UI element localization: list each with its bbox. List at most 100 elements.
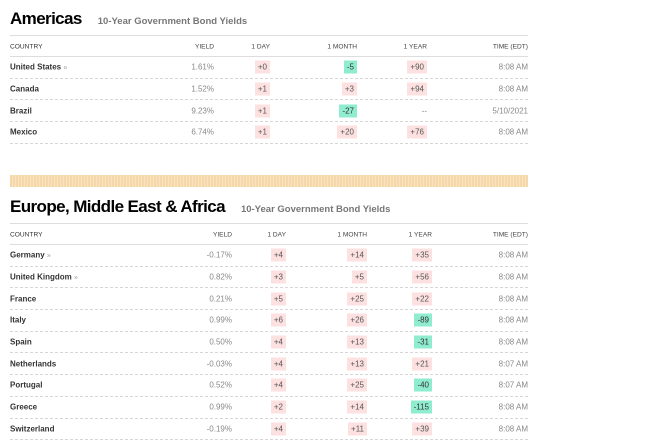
time-value: 8:07 AM: [498, 359, 528, 369]
section-separator-stripe: [10, 175, 528, 187]
column-header-day: 1 DAY: [251, 43, 270, 51]
column-header-day: 1 DAY: [267, 231, 286, 239]
yield-value: 0.99%: [209, 402, 232, 412]
month-value: +25: [347, 292, 367, 306]
time-value: 8:08 AM: [498, 250, 528, 260]
divider: [10, 223, 528, 224]
column-header-month: 1 MONTH: [327, 43, 357, 51]
section-title: Americas: [10, 9, 82, 28]
country-name: Greece: [10, 403, 37, 412]
day-value: +4: [270, 248, 286, 262]
country-label: Mexico: [10, 127, 38, 137]
column-header-yield: YIELD: [194, 43, 214, 51]
americas-section: Americas 10-Year Government Bond Yields …: [10, 9, 528, 144]
country-name: Italy: [10, 316, 26, 325]
day-value: +6: [270, 313, 286, 327]
year-value: +35: [412, 248, 432, 262]
year-value: -40: [414, 378, 432, 392]
table-row: Italy 0.99% +6 +26 -89 8:08 AM: [10, 310, 528, 332]
country-name: Brazil: [10, 106, 32, 115]
day-value: +4: [270, 422, 286, 436]
time-value: 5/10/2021: [492, 106, 528, 116]
day-value: +4: [270, 378, 286, 392]
country-label: Netherlands: [10, 359, 57, 369]
yield-value: -0.03%: [206, 359, 232, 369]
year-value: +22: [412, 292, 432, 306]
year-value: -115: [410, 400, 432, 414]
chevron-right-icon[interactable]: »: [74, 274, 78, 282]
table-row: United States » 1.61% +0 -5 +90 8:08 AM: [10, 57, 528, 79]
country-label[interactable]: United States: [10, 62, 62, 72]
country-label[interactable]: United Kingdom: [10, 272, 72, 282]
country-label: Italy: [10, 315, 27, 325]
table-header: COUNTRY YIELD 1 DAY 1 MONTH 1 YEAR TIME (EDT): [10, 226, 528, 245]
yield-value: 6.74%: [191, 127, 214, 137]
section-subtitle: 10-Year Government Bond Yields: [240, 204, 391, 215]
yield-value: 9.23%: [191, 106, 214, 116]
month-value: +14: [347, 400, 367, 414]
table-row: Brazil 9.23% +1 -27 -- 5/10/2021: [10, 100, 528, 123]
year-value: +39: [412, 422, 432, 436]
column-header-month: 1 MONTH: [337, 231, 367, 239]
column-header-year: 1 YEAR: [408, 231, 432, 239]
table-row: Switzerland -0.19% +4 +11 +39 8:08 AM: [10, 419, 528, 441]
year-value: -31: [414, 335, 432, 349]
column-header-yield: YIELD: [212, 231, 232, 239]
table-header: COUNTRY YIELD 1 DAY 1 MONTH 1 YEAR TIME (EDT): [10, 38, 528, 57]
yield-value: 1.61%: [191, 62, 214, 72]
year-value: +94: [407, 82, 427, 96]
country-label: Canada: [10, 84, 39, 94]
table-row: Spain 0.50% +4 +13 -31 8:08 AM: [10, 332, 528, 354]
divider: [10, 35, 528, 36]
day-value: +1: [254, 125, 270, 139]
table-row: United Kingdom » 0.82% +3 +5 +56 8:08 AM: [10, 267, 528, 289]
country-name[interactable]: United Kingdom »: [10, 273, 78, 282]
section-title: Europe, Middle East & Africa: [10, 197, 226, 216]
table-row: Greece 0.99% +2 +14 -115 8:08 AM: [10, 397, 528, 419]
column-header-time: TIME (EDT): [492, 43, 528, 51]
table-row: Mexico 6.74% +1 +20 +76 8:08 AM: [10, 122, 528, 144]
yield-value: 0.82%: [209, 272, 232, 282]
country-name: Netherlands: [10, 359, 56, 368]
yield-value: 0.52%: [209, 380, 232, 390]
country-label: Portugal: [10, 380, 43, 390]
day-value: +1: [254, 104, 270, 118]
column-header-time: TIME (EDT): [492, 231, 528, 239]
day-value: +3: [270, 270, 286, 284]
year-value: -89: [414, 313, 432, 327]
day-value: +0: [254, 60, 270, 74]
yield-value: 0.21%: [209, 294, 232, 304]
time-value: 8:08 AM: [498, 62, 528, 72]
month-value: +3: [341, 82, 357, 96]
year-value: +90: [407, 60, 427, 74]
chevron-right-icon[interactable]: »: [63, 64, 68, 72]
country-label[interactable]: Germany: [10, 250, 45, 260]
yield-value: -0.19%: [206, 424, 232, 434]
month-value: +20: [337, 125, 357, 139]
chevron-right-icon[interactable]: »: [46, 252, 51, 260]
country-label: Greece: [10, 402, 38, 412]
time-value: 8:08 AM: [498, 402, 528, 412]
month-value: +13: [347, 357, 367, 371]
yield-value: 0.50%: [209, 337, 232, 347]
month-value: +5: [351, 270, 367, 284]
time-value: 8:08 AM: [498, 84, 528, 94]
column-header-year: 1 YEAR: [403, 43, 427, 51]
month-value: +14: [347, 248, 367, 262]
country-name[interactable]: Germany »: [10, 251, 51, 260]
time-value: 8:08 AM: [498, 424, 528, 434]
day-value: +4: [270, 335, 286, 349]
time-value: 8:08 AM: [498, 127, 528, 137]
day-value: +1: [254, 82, 270, 96]
country-name: France: [10, 294, 36, 303]
yield-value: 1.52%: [191, 84, 214, 94]
year-value: +21: [412, 357, 432, 371]
country-name: Canada: [10, 85, 39, 94]
country-name[interactable]: United States »: [10, 63, 67, 72]
column-header-country: COUNTRY: [10, 43, 43, 51]
month-value: +11: [348, 422, 367, 436]
year-value: --: [421, 106, 427, 116]
table-row: France 0.21% +5 +25 +22 8:08 AM: [10, 288, 528, 311]
time-value: 8:08 AM: [498, 337, 528, 347]
month-value: +13: [347, 335, 367, 349]
